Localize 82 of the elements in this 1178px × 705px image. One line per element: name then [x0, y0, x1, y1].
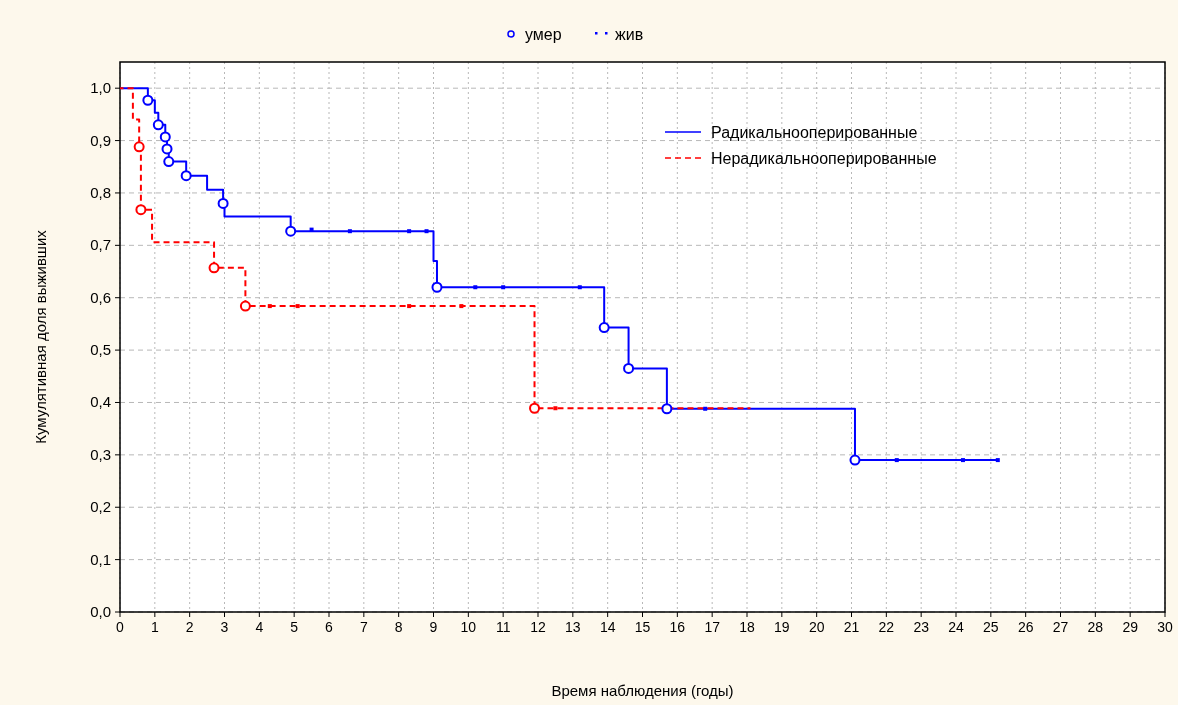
point	[180, 170, 192, 182]
point	[133, 141, 145, 153]
point	[217, 197, 229, 209]
point	[849, 454, 861, 466]
point	[208, 262, 220, 274]
x-tick-label: 17	[704, 619, 721, 635]
point	[459, 304, 464, 309]
point	[960, 458, 965, 463]
x-tick-label: 19	[774, 619, 790, 635]
point	[295, 304, 300, 309]
y-tick-label: 0,2	[90, 498, 111, 516]
point	[501, 285, 506, 290]
legend-label: Нерадикальнооперированные	[711, 150, 937, 167]
point	[407, 229, 412, 234]
x-tick-label: 18	[739, 619, 755, 635]
x-tick-label: 20	[808, 619, 825, 635]
point	[553, 406, 558, 411]
x-tick-label: 30	[1157, 619, 1173, 635]
point	[661, 403, 673, 415]
point	[598, 322, 610, 334]
x-tick-label: 23	[913, 619, 930, 635]
y-tick-label: 0,5	[90, 341, 111, 359]
y-tick-label: 0,6	[90, 288, 111, 306]
point	[407, 304, 412, 309]
x-tick-label: 0	[116, 619, 125, 635]
x-tick-label: 5	[290, 619, 299, 635]
point	[309, 227, 314, 232]
y-tick-label: 0,9	[90, 131, 111, 149]
point	[159, 131, 171, 143]
x-tick-label: 14	[599, 619, 616, 635]
y-tick-label: 0,1	[90, 550, 111, 568]
x-tick-label: 13	[565, 619, 581, 635]
x-tick-label: 24	[948, 619, 964, 635]
y-tick-label: 1,0	[90, 79, 111, 97]
x-tick-label: 26	[1017, 619, 1034, 635]
x-tick-label: 2	[185, 619, 194, 635]
x-tick-label: 16	[669, 619, 686, 635]
point	[163, 156, 175, 168]
point	[239, 300, 251, 312]
legend-label: Радикальнооперированные	[711, 124, 918, 141]
point	[424, 229, 429, 234]
x-tick-label: 1	[150, 619, 159, 635]
x-tick-label: 6	[325, 619, 334, 635]
point	[142, 94, 154, 106]
point	[431, 281, 443, 293]
x-tick-label: 25	[983, 619, 999, 635]
point	[995, 458, 1000, 463]
x-tick-label: 12	[530, 619, 546, 635]
x-tick-label: 8	[394, 619, 403, 635]
x-tick-label: 4	[255, 619, 264, 635]
point	[623, 362, 635, 374]
x-tick-label: 21	[843, 619, 860, 635]
x-tick-label: 28	[1087, 619, 1104, 635]
point	[267, 304, 272, 309]
point	[347, 229, 352, 234]
x-tick-label: 10	[460, 619, 477, 635]
x-tick-label: 22	[878, 619, 895, 635]
x-tick-label: 15	[634, 619, 651, 635]
x-tick-label: 27	[1052, 619, 1069, 635]
point	[577, 285, 582, 290]
legend-label: умер	[525, 26, 562, 43]
y-tick-label: 0,8	[90, 183, 111, 201]
y-tick-label: 0,7	[90, 236, 111, 254]
point	[703, 406, 708, 411]
x-axis-title: Время наблюдения (годы)	[551, 682, 734, 699]
x-tick-label: 29	[1122, 619, 1139, 635]
x-tick-label: 3	[220, 619, 229, 635]
point	[152, 119, 164, 131]
x-tick-label: 9	[429, 619, 438, 635]
point	[161, 143, 173, 155]
legend-label: жив	[615, 26, 644, 43]
point	[894, 458, 899, 463]
y-tick-label: 0,0	[90, 603, 111, 620]
point	[135, 204, 147, 216]
y-axis-title: Кумулятивная доля выживших	[32, 229, 49, 444]
y-tick-label: 0,4	[90, 393, 111, 411]
point	[529, 402, 541, 414]
x-tick-label: 7	[359, 619, 368, 635]
point	[285, 225, 297, 237]
point	[473, 285, 478, 290]
y-tick-label: 0,3	[90, 445, 111, 463]
x-tick-label: 11	[495, 619, 511, 635]
